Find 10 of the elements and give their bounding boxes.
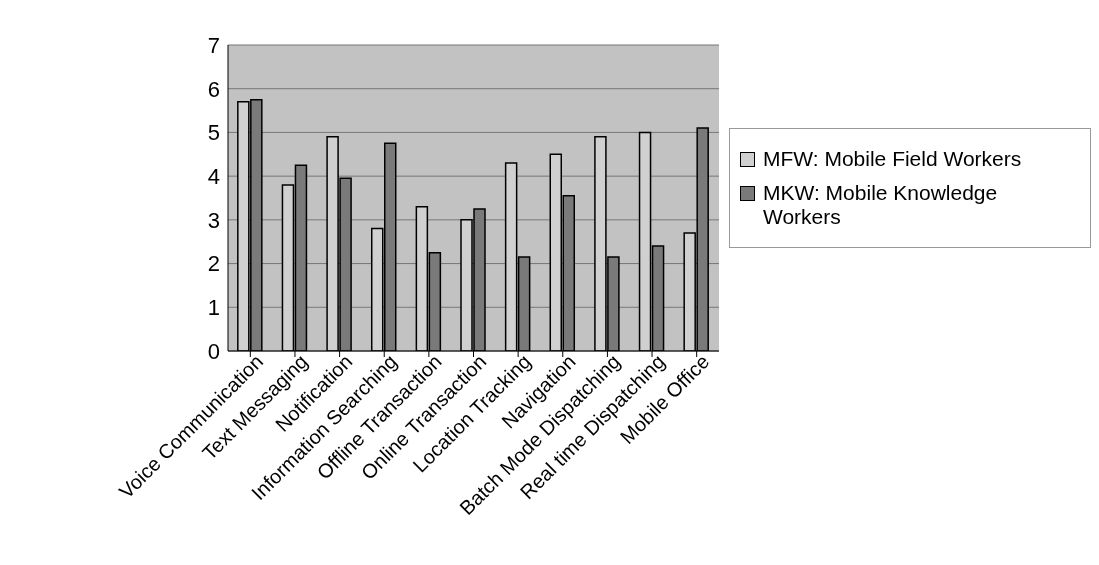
y-tick-label: 7 [207, 32, 220, 58]
y-tick-label: 0 [207, 338, 220, 364]
y-tick-label: 5 [207, 120, 220, 146]
y-tick-label: 6 [207, 76, 220, 102]
legend-label: MFW: Mobile Field Workers [763, 147, 1022, 171]
y-tick-label: 1 [207, 295, 220, 321]
y-tick-label: 4 [207, 163, 220, 189]
y-tick-label: 2 [207, 251, 220, 277]
y-tick-label: 3 [207, 207, 220, 233]
legend-label: MKW: Mobile Knowledge Workers [763, 181, 999, 229]
